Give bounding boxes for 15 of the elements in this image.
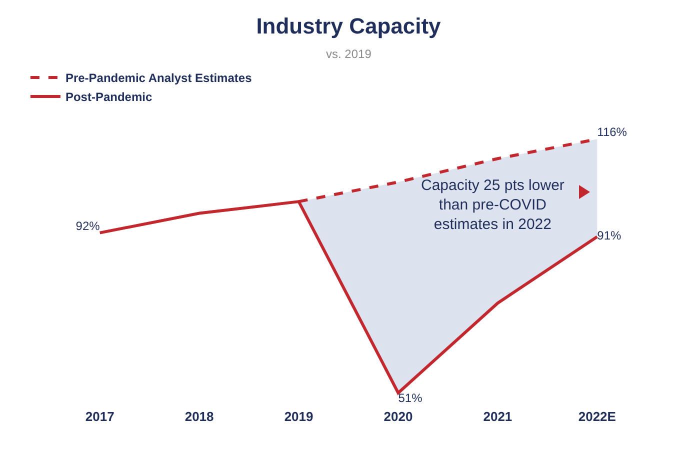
annotation: Capacity 25 pts lower than pre-COVID estimates in 2022: [421, 177, 564, 233]
data-label: 116%: [597, 125, 628, 140]
x-tick-label: 2017: [85, 409, 114, 424]
chart-subtitle: vs. 2019: [326, 47, 372, 61]
data-label: 92%: [76, 218, 100, 233]
x-tick-label: 2022E: [578, 409, 616, 424]
data-label: 91%: [597, 228, 622, 243]
chart-title: Industry Capacity: [256, 13, 442, 38]
x-tick-label: 2020: [384, 409, 413, 424]
data-label: 51%: [398, 390, 423, 405]
x-tick-label: 2019: [284, 409, 314, 424]
legend-label: Pre-Pandemic Analyst Estimates: [65, 71, 252, 86]
legend-label: Post-Pandemic: [65, 90, 152, 104]
x-tick-label: 2021: [483, 409, 512, 424]
x-tick-label: 2018: [184, 409, 214, 424]
